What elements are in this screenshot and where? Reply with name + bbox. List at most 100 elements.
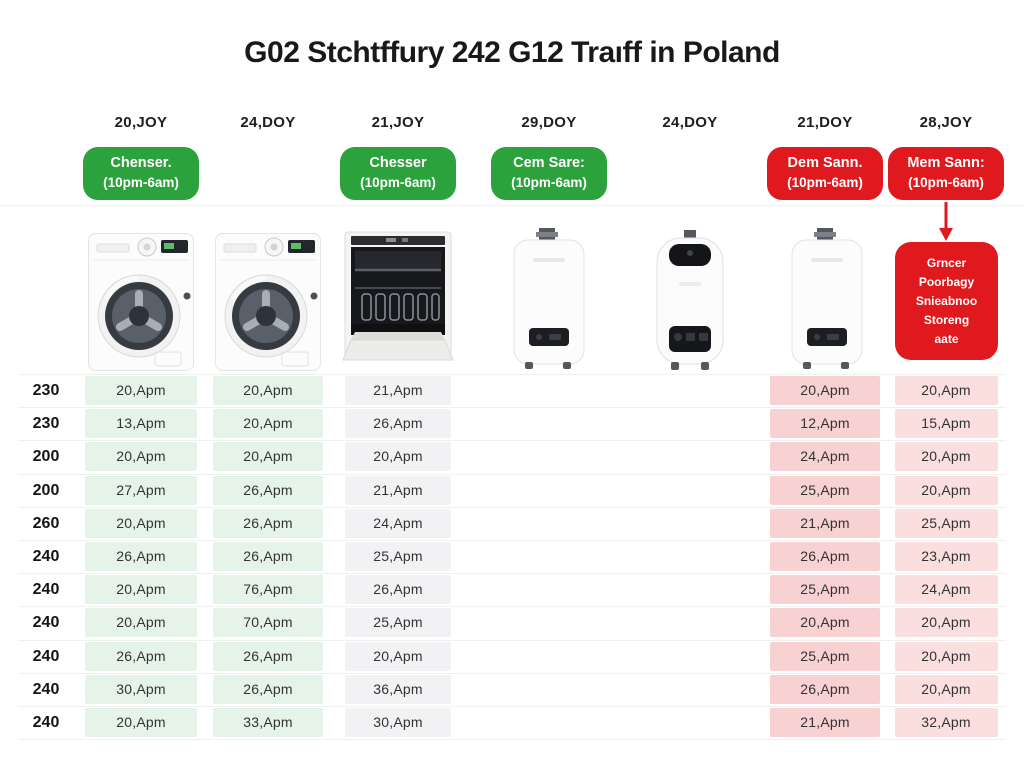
- price-cell: 30,Apm: [85, 675, 197, 704]
- price-cell: 20,Apm: [894, 608, 998, 637]
- row-divider: [18, 540, 1006, 541]
- price-cell: 33,Apm: [213, 708, 323, 737]
- row-divider: [18, 407, 1006, 408]
- price-cell: 26,Apm: [213, 642, 323, 671]
- price-cell: 20,Apm: [213, 409, 323, 438]
- water-heater-icon: [791, 228, 863, 369]
- column-date-label: 24,DOY: [240, 114, 296, 131]
- row-label: 230: [32, 382, 60, 399]
- row-label: 240: [32, 714, 60, 731]
- row-divider: [18, 673, 1006, 674]
- row-label: 240: [32, 681, 60, 698]
- price-cell: 20,Apm: [770, 608, 880, 637]
- price-cell: 25,Apm: [770, 575, 880, 604]
- price-cell: 15,Apm: [894, 409, 998, 438]
- price-cell: 26,Apm: [345, 575, 451, 604]
- badge-hours: (10pm-6am): [908, 175, 984, 190]
- page-title: G02 Stchtffury 242 G12 Traıff in Poland: [244, 36, 780, 69]
- row-label: 200: [32, 482, 60, 499]
- price-cell: 25,Apm: [894, 509, 998, 538]
- washing-machine-icon: [88, 233, 194, 371]
- badge-hours: (10pm-6am): [511, 175, 587, 190]
- price-cell: 25,Apm: [345, 608, 451, 637]
- price-cell: 23,Apm: [894, 542, 998, 571]
- price-cell: 21,Apm: [345, 376, 451, 405]
- price-cell: 26,Apm: [213, 542, 323, 571]
- price-cell: 20,Apm: [894, 476, 998, 505]
- annotation-box: Grncer Poorbagy Snieabnoo Storeng aate: [895, 242, 998, 360]
- price-cell: 20,Apm: [894, 642, 998, 671]
- column-date-label: 24,DOY: [662, 114, 718, 131]
- washing-machine-icon: [215, 233, 321, 371]
- price-cell: 20,Apm: [213, 376, 323, 405]
- washing-machine-image: [87, 232, 195, 372]
- price-cell: 13,Apm: [85, 409, 197, 438]
- row-divider: [18, 606, 1006, 607]
- row-label: 230: [32, 415, 60, 432]
- row-label: 240: [32, 648, 60, 665]
- price-cell: 20,Apm: [85, 708, 197, 737]
- row-divider: [18, 739, 1006, 740]
- column-date-label: 21,DOY: [797, 114, 853, 131]
- dishwasher-image: [342, 228, 454, 368]
- row-divider: [18, 374, 1006, 375]
- badge-label: Mem Sann:: [907, 155, 985, 171]
- annotation-line: Snieabnoo: [915, 293, 978, 308]
- row-divider: [18, 640, 1006, 641]
- water-heater-dark-image: [653, 230, 727, 372]
- row-label: 240: [32, 581, 60, 598]
- price-cell: 24,Apm: [345, 509, 451, 538]
- availability-badge: Chesser (10pm-6am): [340, 147, 456, 200]
- price-cell: 21,Apm: [770, 708, 880, 737]
- row-divider: [18, 706, 1006, 707]
- column-date-label: 29,DOY: [521, 114, 577, 131]
- row-divider: [18, 573, 1006, 574]
- water-heater-icon: [513, 228, 585, 369]
- washing-machine-image: [214, 232, 322, 372]
- header-divider: [0, 205, 1024, 206]
- arrow-down-icon: [938, 202, 954, 242]
- column-date-label: 21,JOY: [371, 114, 425, 131]
- row-divider: [18, 474, 1006, 475]
- price-cell: 20,Apm: [894, 442, 998, 471]
- price-cell: 20,Apm: [85, 509, 197, 538]
- price-cell: 32,Apm: [894, 708, 998, 737]
- badge-hours: (10pm-6am): [360, 175, 436, 190]
- badge-label: Cem Sare:: [513, 155, 585, 171]
- price-cell: 24,Apm: [894, 575, 998, 604]
- price-cell: 20,Apm: [345, 642, 451, 671]
- annotation-line: Storeng: [923, 312, 970, 327]
- price-cell: 26,Apm: [770, 675, 880, 704]
- price-cell: 21,Apm: [345, 476, 451, 505]
- row-label: 200: [32, 448, 60, 465]
- price-cell: 25,Apm: [345, 542, 451, 571]
- badge-label: Chesser: [369, 155, 427, 171]
- availability-badge: Chenser. (10pm-6am): [83, 147, 199, 200]
- column-date-label: 20,JOY: [114, 114, 168, 131]
- water-heater-image: [509, 228, 589, 370]
- price-cell: 26,Apm: [770, 542, 880, 571]
- price-cell: 25,Apm: [770, 642, 880, 671]
- row-divider: [18, 440, 1006, 441]
- annotation-line: aate: [934, 331, 959, 346]
- price-cell: 27,Apm: [85, 476, 197, 505]
- price-cell: 30,Apm: [345, 708, 451, 737]
- row-label: 240: [32, 614, 60, 631]
- price-cell: 26,Apm: [85, 642, 197, 671]
- price-cell: 26,Apm: [213, 509, 323, 538]
- price-cell: 36,Apm: [345, 675, 451, 704]
- annotation-line: Poorbagy: [918, 274, 975, 289]
- row-label: 260: [32, 515, 60, 532]
- annotation-line: Grncer: [926, 255, 967, 270]
- price-cell: 20,Apm: [85, 376, 197, 405]
- row-label: 240: [32, 548, 60, 565]
- price-cell: 12,Apm: [770, 409, 880, 438]
- price-cell: 20,Apm: [85, 442, 197, 471]
- price-cell: 20,Apm: [345, 442, 451, 471]
- price-cell: 20,Apm: [213, 442, 323, 471]
- water-heater-image: [787, 228, 867, 370]
- price-cell: 26,Apm: [213, 675, 323, 704]
- price-cell: 20,Apm: [894, 675, 998, 704]
- price-cell: 24,Apm: [770, 442, 880, 471]
